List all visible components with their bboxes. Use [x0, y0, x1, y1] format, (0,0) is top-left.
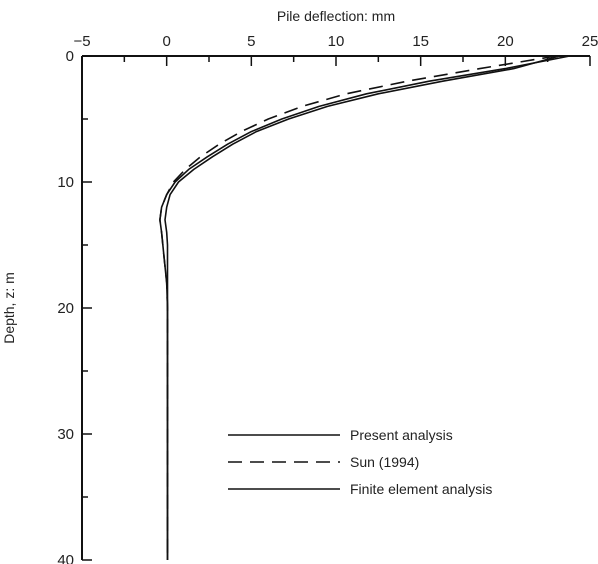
x-tick-label: 0 — [162, 33, 170, 50]
legend-label: Sun (1994) — [350, 454, 419, 470]
y-tick-label: 0 — [66, 48, 74, 65]
x-tick-label: 25 — [582, 33, 598, 50]
y-axis-title: Depth, z: m — [1, 272, 17, 344]
legend-label: Present analysis — [350, 427, 453, 443]
x-tick-label: 5 — [247, 33, 255, 50]
series-line-3 — [164, 55, 560, 560]
y-tick-label: 20 — [57, 300, 74, 317]
x-axis-title: Pile deflection: mm — [277, 8, 395, 24]
y-tick-label: 30 — [57, 426, 74, 443]
legend: Present analysis Sun (1994) Finite element… — [228, 427, 492, 497]
y-tick-label: 40 — [57, 552, 74, 564]
series-lines — [159, 55, 570, 560]
legend-label: Finite element analysis — [350, 481, 492, 497]
x-tick-label: −5 — [73, 33, 90, 50]
x-tick-label: 20 — [497, 33, 514, 50]
x-tick-label: 15 — [412, 33, 429, 50]
y-tick-label: 10 — [57, 174, 74, 191]
x-tick-label: 10 — [328, 33, 345, 50]
